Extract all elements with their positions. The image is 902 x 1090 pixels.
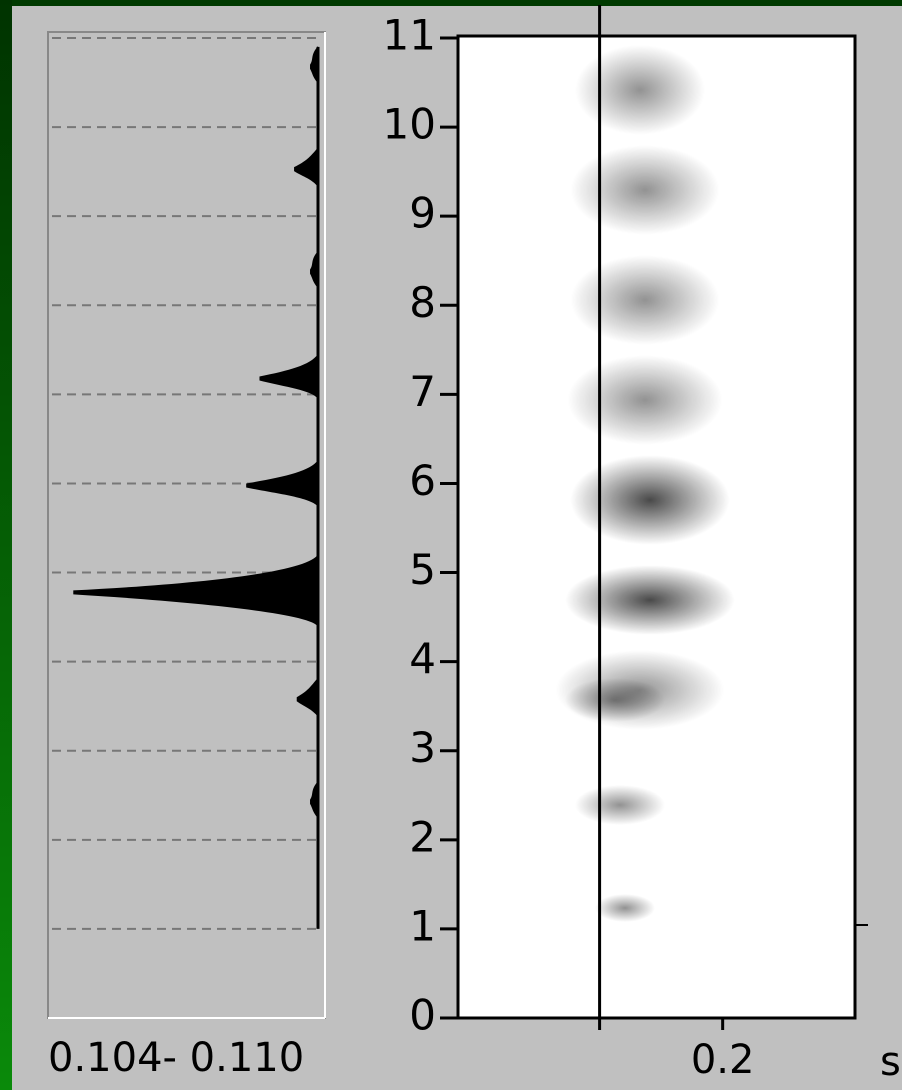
energy [595,894,655,922]
y-tick-label: 5 [409,545,436,594]
spectrum-range: 0.104- 0.110 [48,1035,304,1081]
spectrogram-image [555,45,735,922]
spectrum-peak [296,677,318,717]
x-tick-label: 0.2 [691,1037,755,1083]
spectrum-peak [294,147,318,187]
side-frame [0,0,12,1090]
y-tick-label: 10 [383,100,436,149]
x-unit: s [880,1039,901,1085]
y-tick-label: 9 [409,189,436,238]
top-frame [0,0,902,6]
y-tick-label: 3 [409,723,436,772]
y-tick-label: 6 [409,456,436,505]
spectrum-peak [310,251,318,289]
energy [575,45,705,135]
y-tick-label: 0 [409,991,436,1040]
spectrum-peak [310,46,318,84]
energy [567,355,723,445]
panel-frame [47,31,326,1019]
energy [565,565,735,635]
y-tick-label: 11 [383,11,436,60]
y-tick-label: 4 [409,634,436,683]
spectrum-peak [246,460,318,507]
spectrum-peak [73,553,318,627]
y-tick-label: 2 [409,812,436,861]
y-tick-label: 1 [409,901,436,950]
energy [570,455,730,545]
spectrum-panel [47,31,326,1019]
spectrum-peak [259,354,318,399]
spectrum-peak [310,781,318,819]
y-tick-label: 7 [409,367,436,416]
y-tick-label: 8 [409,278,436,327]
spectrogram-plot [456,34,868,1020]
energy [570,255,720,345]
energy [555,650,725,730]
energy [575,785,665,825]
energy [570,145,720,235]
